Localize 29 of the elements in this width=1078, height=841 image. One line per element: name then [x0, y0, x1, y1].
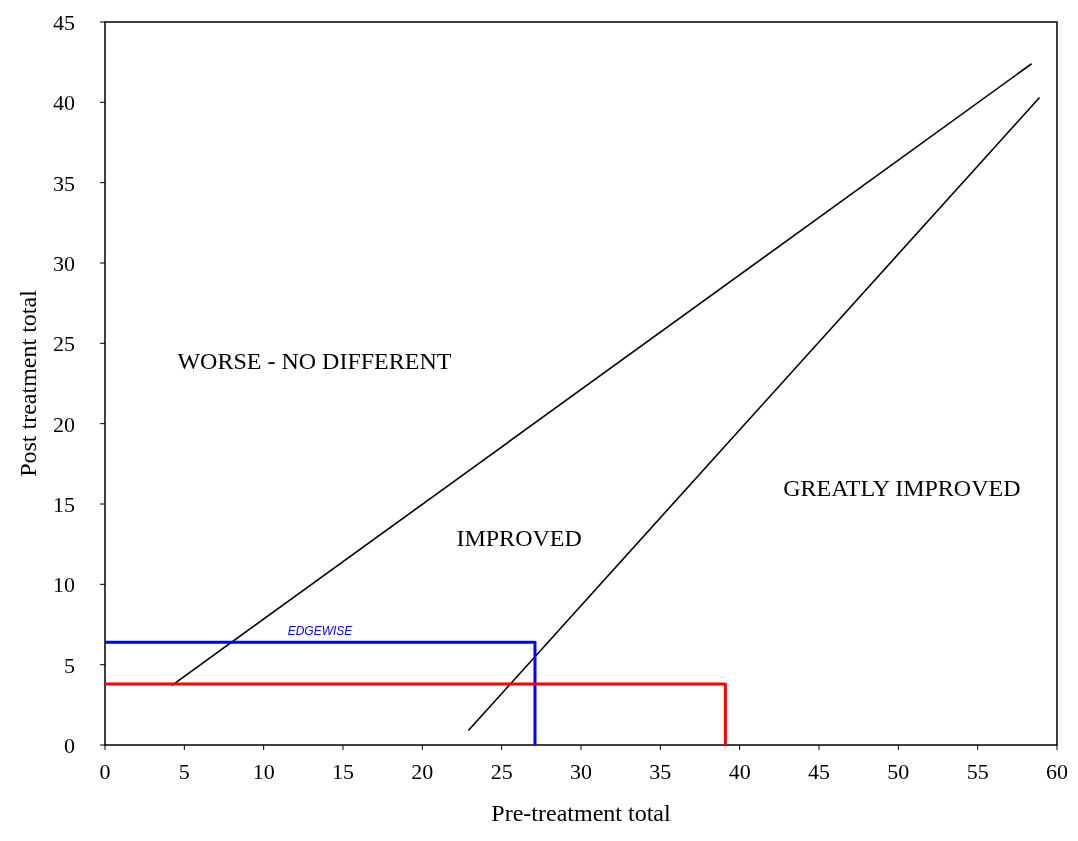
y-tick-label: 20 [53, 411, 75, 437]
x-tick-label: 25 [490, 759, 513, 784]
series-label: EDGEWISE [287, 624, 354, 639]
y-tick-label: 40 [53, 90, 75, 116]
x-tick-label: 35 [649, 759, 672, 784]
annotation: IMPROVED [456, 525, 582, 552]
x-tick-label: 10 [252, 759, 275, 784]
x-tick-label: 0 [99, 759, 111, 784]
x-tick-label: 30 [570, 759, 592, 784]
annotation: GREATLY IMPROVED [783, 474, 1021, 501]
y-tick-label: 15 [53, 492, 75, 517]
x-tick-label: 60 [1046, 759, 1068, 784]
x-tick-label: 20 [411, 759, 434, 784]
x-tick-label: 5 [178, 759, 190, 784]
y-tick-label: 30 [53, 251, 75, 276]
y-tick-label: 35 [53, 170, 75, 196]
y-tick-label: 10 [53, 572, 75, 598]
x-tick-label: 15 [332, 759, 354, 784]
y-tick-label: 45 [53, 10, 75, 35]
y-tick-label: 25 [53, 331, 75, 357]
annotation: WORSE - NO DIFFERENT [177, 348, 452, 375]
x-tick-label: 50 [887, 759, 910, 784]
x-axis-title: Pre-treatment total [491, 800, 671, 826]
y-tick-label: 5 [64, 652, 75, 678]
x-tick-label: 45 [808, 759, 830, 784]
x-tick-label: 55 [966, 759, 989, 784]
x-tick-label: 40 [728, 759, 751, 784]
y-axis-title: Post treatment total [15, 289, 41, 477]
y-tick-label: 0 [64, 733, 75, 758]
